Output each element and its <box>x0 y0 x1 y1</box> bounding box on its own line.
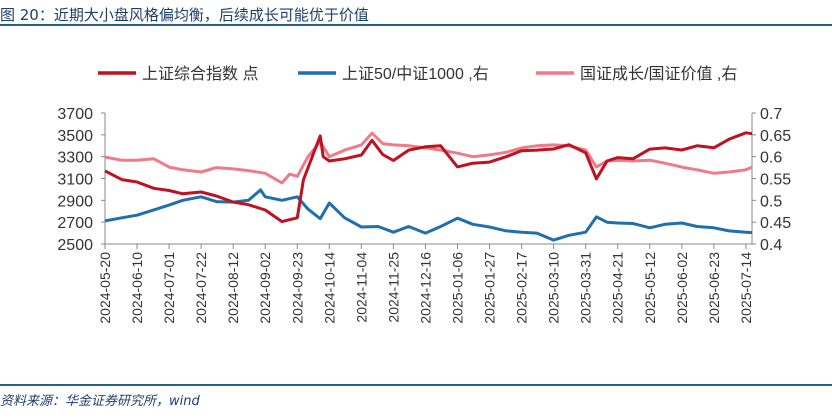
title-divider <box>0 24 832 26</box>
left-tick-label: 3300 <box>57 150 93 167</box>
left-tick-label: 2700 <box>57 215 93 232</box>
x-tick-label: 2024-07-22 <box>193 252 209 324</box>
axes: 2500 2700 2900 3100 3300 3500 3700 0.4 0.45 0.5 0.… <box>57 106 791 324</box>
x-tick-label: 2025-03-31 <box>578 252 594 324</box>
x-tick-label: 2024-05-20 <box>97 252 113 324</box>
series-line-0 <box>104 131 753 224</box>
x-tick-label: 2025-01-06 <box>449 252 465 324</box>
right-tick-label: 0.55 <box>760 172 791 189</box>
left-tick-label: 3700 <box>57 106 93 123</box>
x-tick-label: 2025-06-23 <box>706 252 722 324</box>
x-tick-label: 2025-04-21 <box>610 252 626 324</box>
right-tick-label: 0.4 <box>760 237 782 254</box>
right-tick-label: 0.45 <box>760 215 791 232</box>
x-tick-label: 2025-05-12 <box>642 252 658 324</box>
legend: 上证综合指数 点 上证50/中证1000 ,右 国证成长/国证价值 ,右 <box>98 65 737 83</box>
x-tick-label: 2024-11-25 <box>385 252 401 323</box>
x-tick-label: 2024-08-12 <box>225 252 241 324</box>
x-tick-label: 2025-01-27 <box>482 252 498 324</box>
legend-label-1: 上证50/中证1000 ,右 <box>342 65 489 83</box>
line-chart: 上证综合指数 点上证50/中证1000 ,右 国证成长/国证价值 ,右 25002… <box>57 65 791 324</box>
x-tick-label: 2024-12-16 <box>417 252 433 324</box>
x-tick-label: 2024-07-01 <box>161 252 177 324</box>
x-tick-label: 2025-02-17 <box>514 252 530 324</box>
right-tick-label: 0.5 <box>760 193 782 210</box>
series-lines <box>104 131 753 242</box>
source-divider <box>0 384 832 386</box>
series-line-2 <box>104 131 753 185</box>
left-tick-label: 2500 <box>57 237 93 254</box>
left-tick-label: 2900 <box>57 193 93 210</box>
right-tick-label: 0.65 <box>760 128 791 145</box>
x-tick-label: 2024-09-02 <box>257 252 273 324</box>
source-note: 资料来源：华金证券研究所，wind <box>0 394 200 409</box>
legend-label-2: 国证成长/国证价值 ,右 <box>580 65 737 83</box>
figure-title: 图 20：近期大小盘风格偏均衡，后续成长可能优于价值 <box>0 6 369 24</box>
left-tick-label: 3500 <box>57 128 93 145</box>
x-tick-label: 2024-06-10 <box>129 252 145 324</box>
x-tick-label: 2024-09-23 <box>289 252 305 324</box>
x-tick-label: 2025-07-14 <box>738 252 754 324</box>
x-tick-label: 2025-06-02 <box>674 252 690 324</box>
x-tick-label: 2025-03-10 <box>546 252 562 324</box>
x-tick-label: 2024-10-14 <box>321 252 337 324</box>
x-tick-label: 2024-11-04 <box>353 252 369 323</box>
left-tick-label: 3100 <box>57 172 93 189</box>
series-line-1 <box>104 188 753 242</box>
right-tick-label: 0.7 <box>760 106 782 123</box>
legend-label-0: 上证综合指数 点 <box>142 65 258 83</box>
right-tick-label: 0.6 <box>760 150 782 167</box>
